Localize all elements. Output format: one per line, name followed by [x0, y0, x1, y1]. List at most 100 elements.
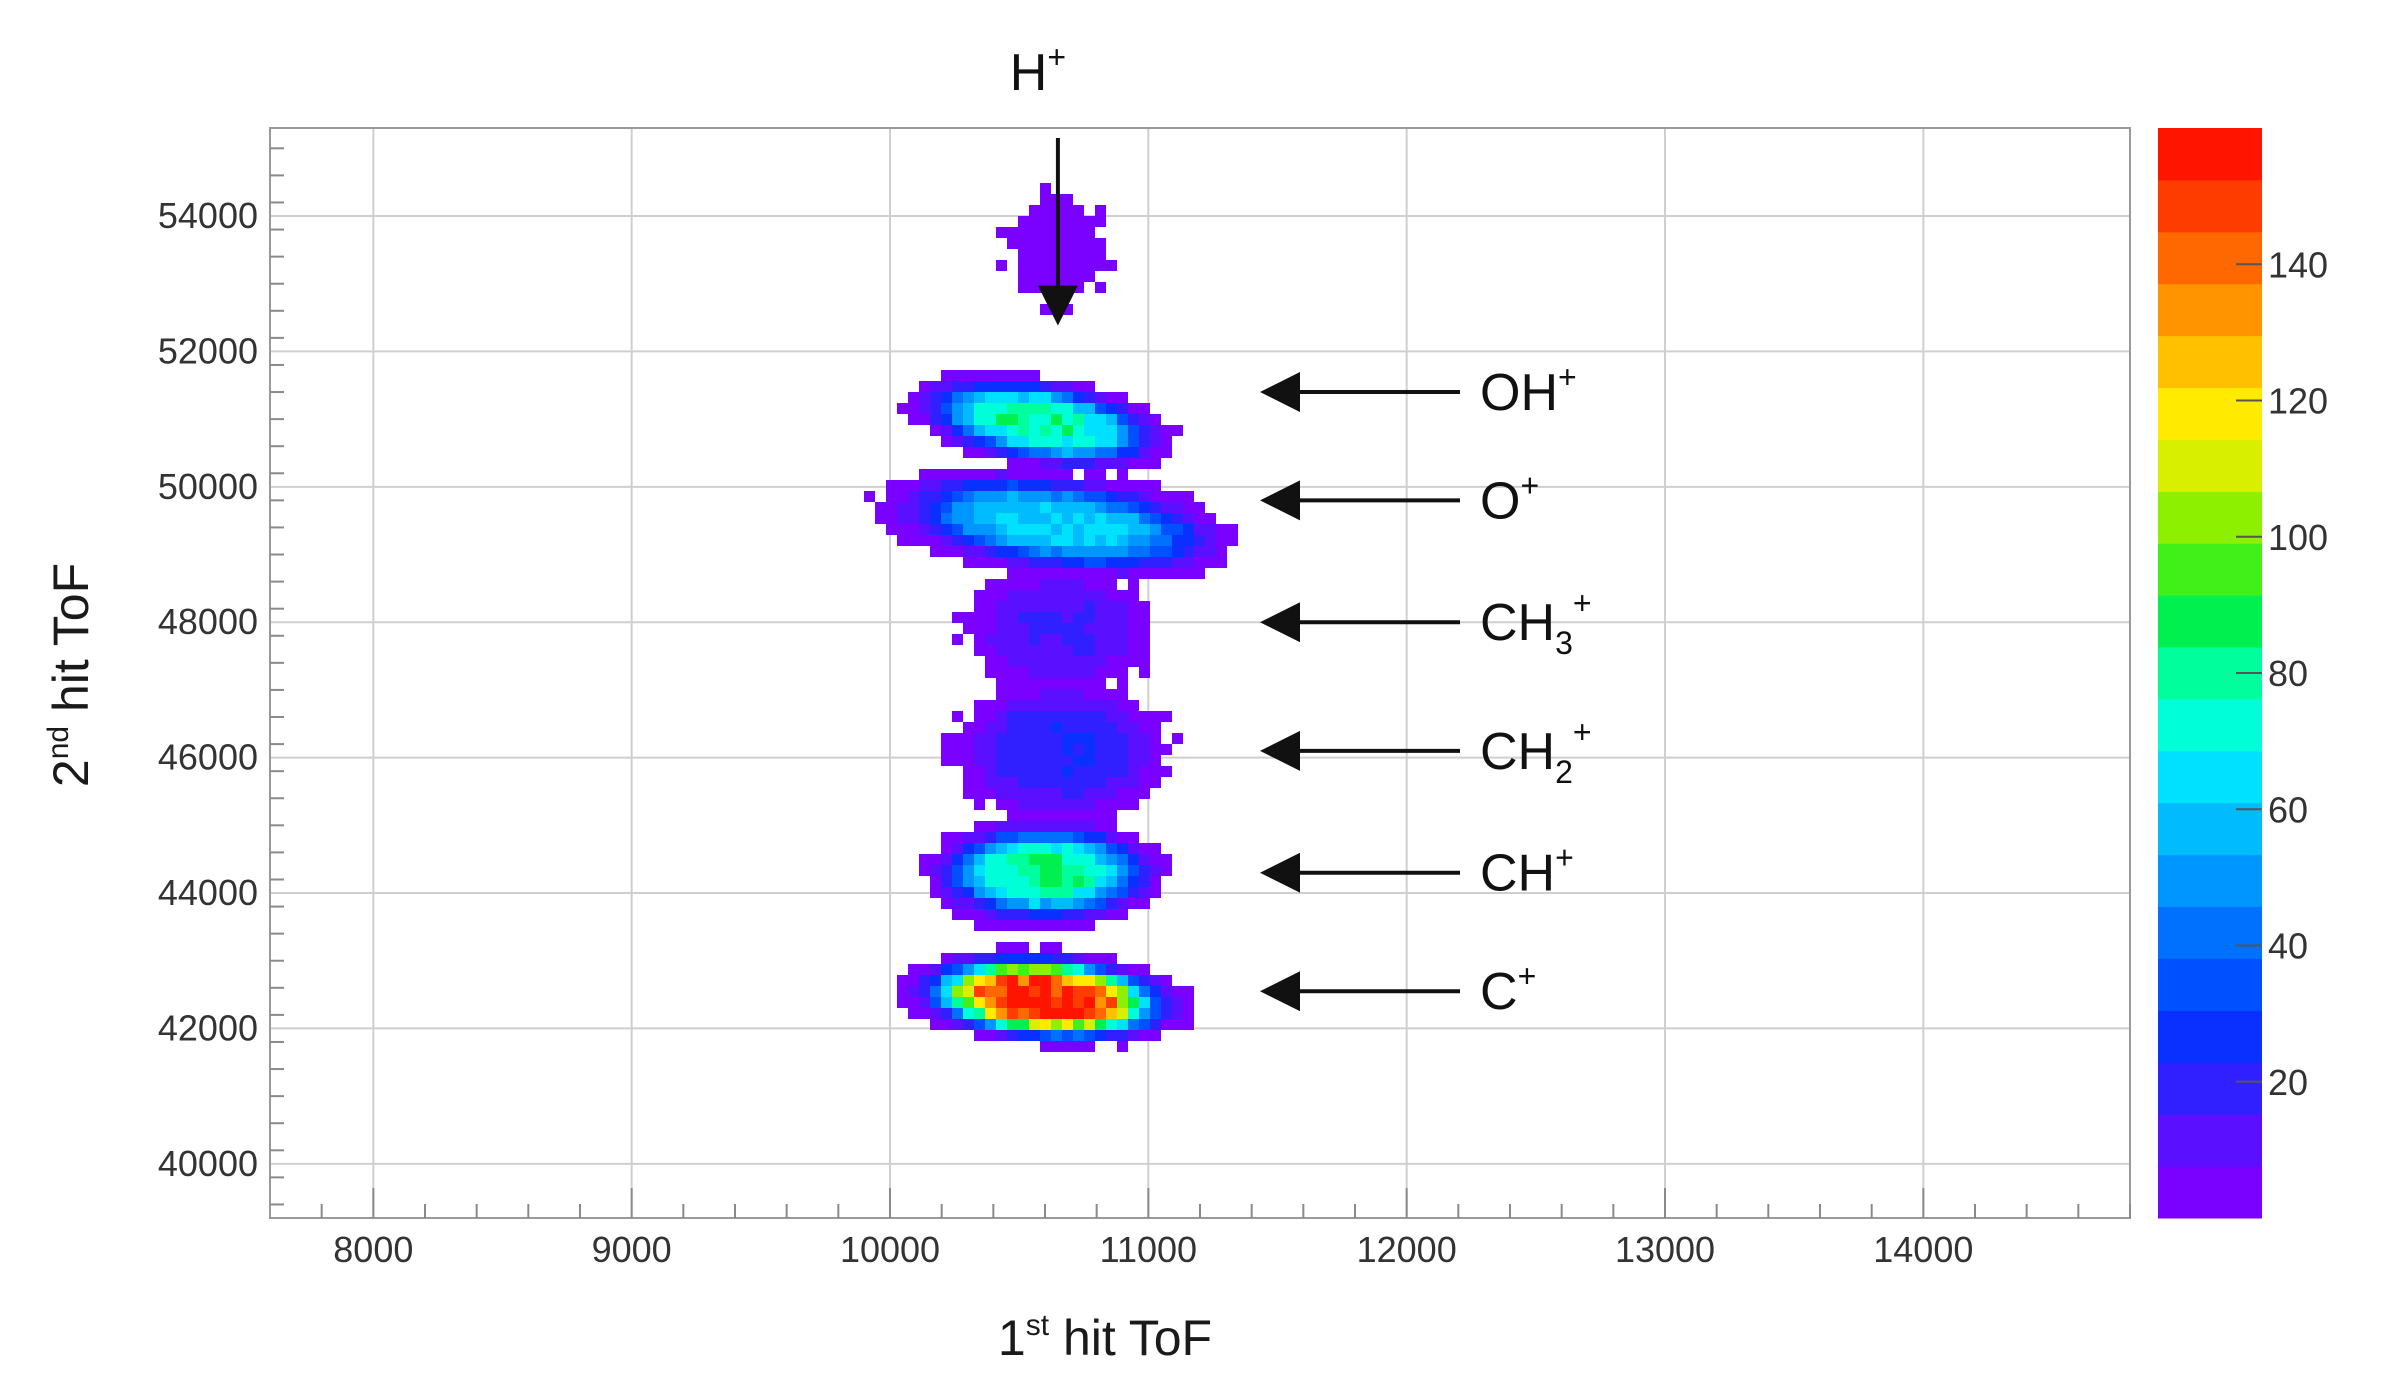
heatmap-cell [974, 403, 985, 414]
heatmap-cell [1062, 623, 1073, 634]
heatmap-cell [1073, 920, 1084, 931]
heatmap-cell [1084, 755, 1095, 766]
heatmap-cell [1139, 1030, 1150, 1041]
heatmap-cell [996, 920, 1007, 931]
heatmap-cell [1084, 887, 1095, 898]
heatmap-cell [1183, 557, 1194, 568]
heatmap-cell [1007, 986, 1018, 997]
heatmap-cell [996, 414, 1007, 425]
heatmap-cell [1040, 865, 1051, 876]
heatmap-cell [1205, 546, 1216, 557]
heatmap-cell [1007, 502, 1018, 513]
heatmap-cell [1161, 546, 1172, 557]
heatmap-cell [930, 469, 941, 480]
heatmap-cell [985, 425, 996, 436]
heatmap-cell [1029, 282, 1040, 293]
heatmap-cell [952, 964, 963, 975]
heatmap-cell [1051, 832, 1062, 843]
heatmap-cell [1084, 788, 1095, 799]
annotation-label-ch2: CH2+ [1480, 714, 1592, 790]
heatmap-cell [1095, 744, 1106, 755]
heatmap-cell [1117, 414, 1128, 425]
heatmap-cell [1040, 656, 1051, 667]
heatmap-cell [1073, 480, 1084, 491]
heatmap-cell [1062, 568, 1073, 579]
heatmap-cell [952, 502, 963, 513]
heatmap-cell [1040, 920, 1051, 931]
heatmap-cell [1084, 480, 1095, 491]
heatmap-cell [1040, 524, 1051, 535]
heatmap-cell [974, 425, 985, 436]
heatmap-cell [1029, 898, 1040, 909]
heatmap-cell [1051, 645, 1062, 656]
heatmap-cell [897, 535, 908, 546]
y-tick-label: 52000 [158, 330, 258, 371]
heatmap-cell [941, 843, 952, 854]
heatmap-cell [1007, 414, 1018, 425]
heatmap-cell [1018, 381, 1029, 392]
heatmap-cell [1062, 458, 1073, 469]
heatmap-cell [996, 425, 1007, 436]
heatmap-cell [974, 788, 985, 799]
heatmap-cell [1007, 711, 1018, 722]
heatmap-cell [1117, 601, 1128, 612]
heatmap-cell [985, 766, 996, 777]
heatmap-cell [996, 821, 1007, 832]
heatmap-cell [985, 381, 996, 392]
heatmap-cell [1029, 524, 1040, 535]
heatmap-cell [1007, 733, 1018, 744]
grid [270, 128, 2130, 1218]
heatmap-cell [1040, 436, 1051, 447]
heatmap-cell [1095, 755, 1106, 766]
heatmap-cell [1040, 1019, 1051, 1030]
colorbar-segment [2158, 231, 2262, 285]
heatmap-cell [1117, 469, 1128, 480]
heatmap-cell [919, 975, 930, 986]
heatmap-cell [1018, 700, 1029, 711]
heatmap-cell [1018, 579, 1029, 590]
heatmap-cell [1128, 700, 1139, 711]
heatmap-cell [974, 524, 985, 535]
heatmap-cell [1018, 766, 1029, 777]
heatmap-cell [1128, 887, 1139, 898]
heatmap-cell [1040, 568, 1051, 579]
heatmap-cell [1051, 436, 1062, 447]
heatmap-cell [941, 964, 952, 975]
heatmap-cell [1073, 1030, 1084, 1041]
heatmap-cell [952, 865, 963, 876]
heatmap-cell [974, 513, 985, 524]
heatmap-cell [1106, 260, 1117, 271]
heatmap-cell [996, 546, 1007, 557]
heatmap-cell [1183, 546, 1194, 557]
heatmap-cell [952, 634, 963, 645]
heatmap-cell [974, 799, 985, 810]
heatmap-cell [996, 887, 1007, 898]
heatmap-cell [1051, 711, 1062, 722]
heatmap-cell [1117, 1008, 1128, 1019]
heatmap-cell [1084, 876, 1095, 887]
heatmap-cell [1073, 260, 1084, 271]
heatmap-cell [1117, 722, 1128, 733]
heatmap-cell [1029, 436, 1040, 447]
heatmap-cell [1073, 634, 1084, 645]
heatmap-cell [1106, 711, 1117, 722]
heatmap-cell [1018, 370, 1029, 381]
heatmap-cell [1040, 557, 1051, 568]
heatmap-cell [1007, 535, 1018, 546]
heatmap-cell [1128, 788, 1139, 799]
heatmap-cell [1007, 579, 1018, 590]
heatmap-cell [886, 480, 897, 491]
heatmap-cell [996, 612, 1007, 623]
heatmap-cell [1007, 942, 1018, 953]
heatmap-cell [897, 502, 908, 513]
heatmap-cell [1029, 260, 1040, 271]
heatmap-cell [1073, 458, 1084, 469]
heatmap-cell [1183, 568, 1194, 579]
heatmap-cell [1117, 711, 1128, 722]
heatmap-cell [1018, 502, 1029, 513]
heatmap-cell [1062, 392, 1073, 403]
heatmap-cell [996, 788, 1007, 799]
annotation-label-c: C+ [1480, 958, 1536, 1021]
heatmap-cell [1161, 865, 1172, 876]
heatmap-cell [1040, 733, 1051, 744]
